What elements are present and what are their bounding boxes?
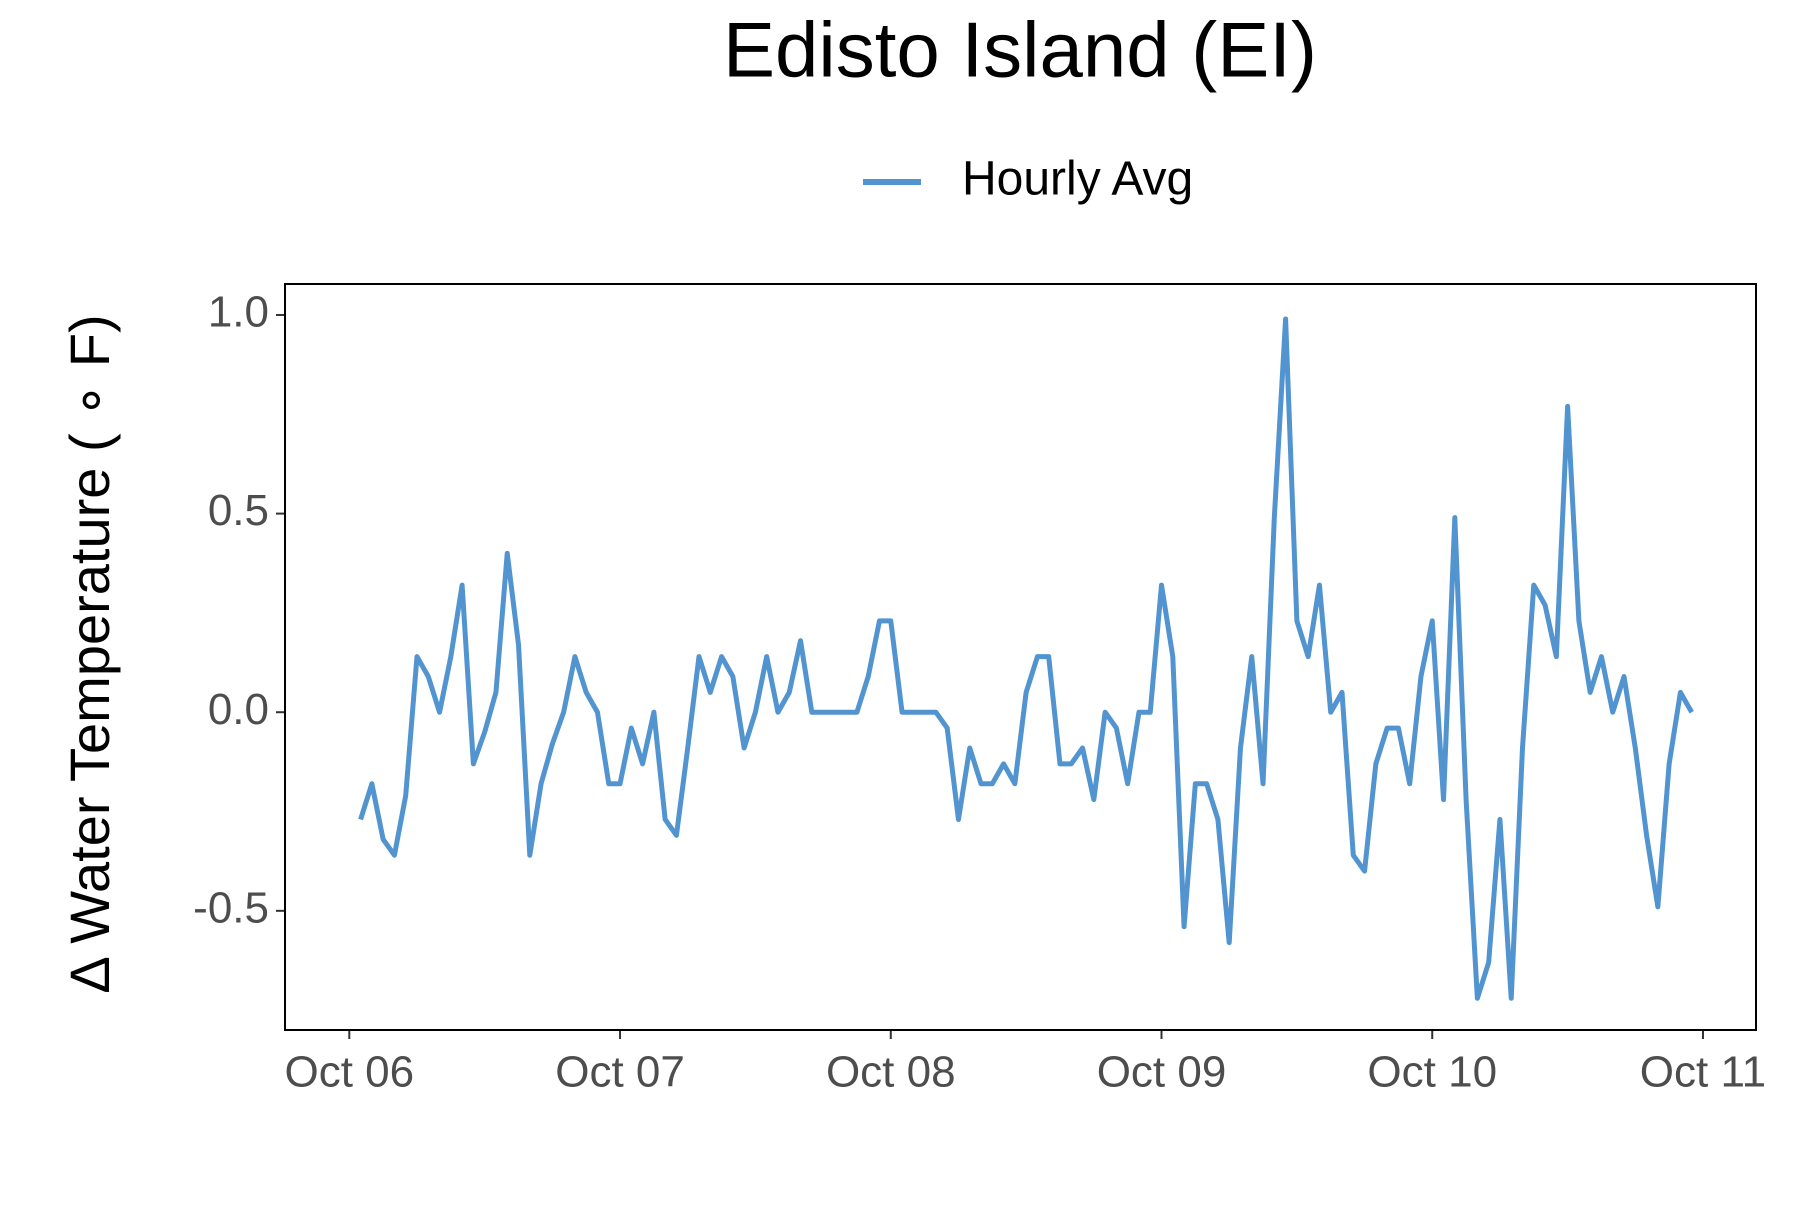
x-tick-label: Oct 09 <box>1097 1048 1227 1097</box>
y-tick-label: 0.0 <box>208 685 269 734</box>
chart-title: Edisto Island (EI) <box>723 6 1317 94</box>
plot-area: -0.5 0.0 0.5 1.0 Oct 06 Oct 07 Oct 08 Oct 09 Oct… <box>193 283 1766 1097</box>
y-axis-label: Δ Water Temperature ( ∘ F) <box>58 314 121 993</box>
plot-border <box>284 283 1757 1031</box>
legend: Hourly Avg <box>863 153 1193 206</box>
x-tick-label: Oct 11 <box>1640 1048 1766 1097</box>
x-tick-label: Oct 10 <box>1367 1048 1497 1097</box>
x-tick-label: Oct 08 <box>826 1048 956 1097</box>
x-tick-label: Oct 07 <box>555 1048 685 1097</box>
y-tick-label: 1.0 <box>208 288 269 337</box>
data-line <box>358 316 1694 1001</box>
legend-label: Hourly Avg <box>962 153 1193 206</box>
y-tick-label: -0.5 <box>193 883 269 932</box>
y-tick-label: 0.5 <box>208 486 269 535</box>
x-tick-label: Oct 06 <box>284 1048 414 1097</box>
